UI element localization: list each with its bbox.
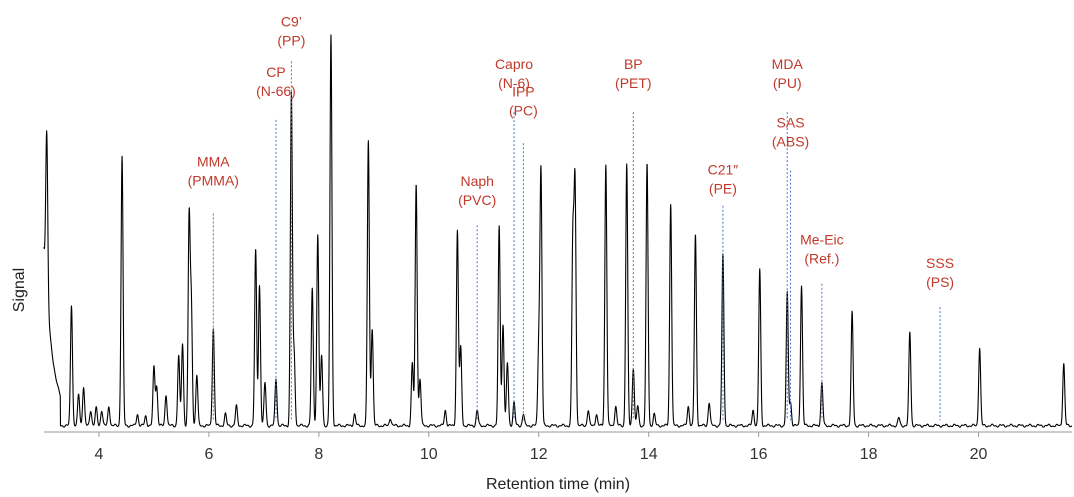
annotation-compound-label: BP xyxy=(624,56,643,72)
annotation-polymer-label: (N-66) xyxy=(256,83,296,99)
x-tick-label: 20 xyxy=(970,446,988,463)
annotation-polymer-label: (PS) xyxy=(926,274,954,290)
annotation-polymer-label: (Ref.) xyxy=(804,251,839,267)
annotation-compound-label: IPP xyxy=(512,84,535,100)
annotation-polymer-label: (N-6) xyxy=(498,75,530,91)
x-axis-title: Retention time (min) xyxy=(486,476,630,493)
annotation-compound-label: C9’ xyxy=(281,13,302,29)
annotation-layer: MMA (PMMA) CP (N-66) C9’ (PP) Naph (PVC) Capro (N… xyxy=(188,13,954,421)
signal-trace-layer xyxy=(43,34,1073,428)
annotation-compound-label: Me-Eic xyxy=(800,232,844,248)
annotation-compound-label: Naph xyxy=(460,173,493,189)
signal-trace-line xyxy=(43,34,1073,428)
x-tick-label: 12 xyxy=(530,446,548,463)
x-tick-label: 18 xyxy=(860,446,878,463)
annotation-compound-label: SAS xyxy=(777,115,805,131)
annotation-polymer-label: (PVC) xyxy=(458,192,496,208)
x-tick-label: 8 xyxy=(314,446,323,463)
annotation-compound-label: C21″ xyxy=(708,162,739,178)
x-tick-label: 6 xyxy=(204,446,213,463)
annotation-polymer-label: (PE) xyxy=(709,181,737,197)
annotation-polymer-label: (PC) xyxy=(509,103,538,119)
annotation-polymer-label: (PET) xyxy=(615,75,652,91)
x-tick-layer: 4 6 8 10 12 14 16 18 20 xyxy=(95,432,988,463)
x-tick-label: 14 xyxy=(640,446,658,463)
x-tick-label: 16 xyxy=(750,446,768,463)
annotation-compound-label: CP xyxy=(266,64,285,80)
annotation-compound-label: Capro xyxy=(495,56,533,72)
annotation-polymer-label: (PP) xyxy=(277,32,305,48)
x-tick-label: 4 xyxy=(95,446,104,463)
annotation-polymer-label: (PMMA) xyxy=(188,173,239,189)
annotation-polymer-label: (ABS) xyxy=(772,134,809,150)
annotation-compound-label: MMA xyxy=(197,154,230,170)
annotation-compound-label: MDA xyxy=(772,56,804,72)
y-axis-title: Signal xyxy=(11,268,28,312)
x-tick-label: 10 xyxy=(420,446,438,463)
annotation-compound-label: SSS xyxy=(926,255,954,271)
annotation-polymer-label: (PU) xyxy=(773,75,802,91)
